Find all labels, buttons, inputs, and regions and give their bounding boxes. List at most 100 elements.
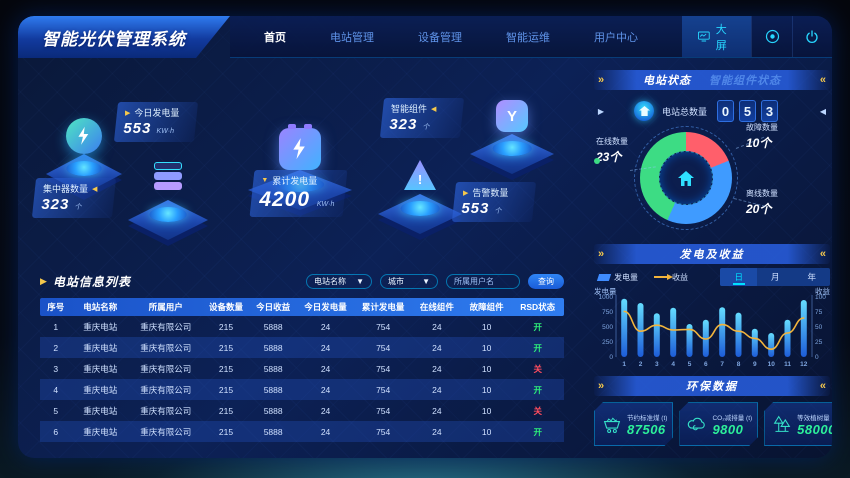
city-select-label: 城市 [388,276,404,286]
table-cell: 3 [53,363,59,374]
chevron-left-icon: « [819,247,826,260]
nav-items: 首页 电站管理 设备管理 智能运维 用户中心 [264,29,682,45]
column-header-8: 故障组件 [469,302,504,312]
table-cell: 10 [481,384,492,395]
table-row[interactable]: 1 重庆电站 重庆有限公司 215 5888 24 754 24 10 开 [40,316,564,337]
svg-text:0: 0 [815,354,819,361]
city-select[interactable]: 城市 ▼ [380,273,438,289]
nav-item-device-mgmt[interactable]: 设备管理 [418,31,462,44]
rsd-status-badge: 关 [533,405,542,416]
big-screen-button[interactable]: 大屏 [682,16,752,57]
table-cell: 重庆有限公司 [140,405,192,416]
svg-text:750: 750 [602,309,613,316]
column-header-9: RSD状态 [520,302,556,312]
eco-card-coal: 节约标准煤 (t) 87506 [594,402,673,446]
table-cell: 重庆电站 [83,342,118,353]
table-cell: 10 [481,342,492,353]
table-cell: 6 [53,426,59,437]
app-header: 智能光伏管理系统 首页 电站管理 设备管理 智能运维 用户中心 大屏 [18,16,832,58]
carousel-next-icon[interactable]: ◀ [819,106,827,116]
nav-item-smart-ops[interactable]: 智能运维 [506,31,550,44]
svg-text:2: 2 [639,361,643,368]
table-row[interactable]: 4 重庆电站 重庆有限公司 215 5888 24 754 24 10 开 [40,379,564,400]
component-y-icon: Y [496,100,528,132]
table-cell: 重庆电站 [83,426,118,437]
chevron-right-icon: » [598,73,605,86]
nav-item-station-mgmt[interactable]: 电站管理 [330,31,374,44]
svg-text:6: 6 [704,361,708,368]
svg-text:12: 12 [800,361,808,368]
rsd-status-badge: 开 [533,321,542,332]
legend-generation-label: 发电量 [614,272,638,282]
table-cell: 215 [218,384,234,395]
digit-box: 3 [761,100,779,122]
energy-panel: » 发电及收益 « 发电量 收益 日月年 发电量 收益 0 25 [594,244,830,368]
range-button-2[interactable]: 年 [807,272,816,282]
stat-name: 智能组件 ◀ [390,104,437,114]
search-button[interactable]: 查询 [528,273,564,289]
table-cell: 215 [218,405,234,416]
tab-component-status[interactable]: 智能组件状态 [709,75,781,87]
station-tabs: 电站状态 智能组件状态 [643,72,781,88]
table-cell: 24 [320,384,331,395]
legend-generation[interactable]: 发电量 [596,272,638,283]
column-header-7: 在线组件 [419,302,454,312]
arrow-icon: ▶ [124,109,131,117]
stat-value: 323 个 [41,196,82,213]
table-cell: 24 [432,405,442,416]
table-row[interactable]: 5 重庆电站 重庆有限公司 215 5888 24 754 24 10 关 [40,400,564,421]
nav-item-user-center[interactable]: 用户中心 [594,31,638,44]
table-cell: 24 [432,363,442,374]
table-row[interactable]: 3 重庆电站 重庆有限公司 215 5888 24 754 24 10 关 [40,358,564,379]
svg-text:7: 7 [720,361,724,368]
tab-station-status[interactable]: 电站状态 [643,75,691,87]
table-row[interactable]: 6 重庆电站 重庆有限公司 215 5888 24 754 24 10 开 [40,421,564,442]
station-donut-chart [634,126,738,230]
alert-triangle-icon: ! [404,160,436,190]
table-cell: 754 [376,426,391,437]
station-select-label: 电站名称 [314,276,346,286]
table-cell: 重庆电站 [83,363,118,374]
stat-value: 553 个 [461,200,502,217]
table-row[interactable]: 2 重庆电站 重庆有限公司 215 5888 24 754 24 10 开 [40,337,564,358]
svg-text:250: 250 [602,339,613,346]
nav-item-home[interactable]: 首页 [264,31,286,44]
stat-value: 4200 KW·h [259,188,335,211]
isometric-scene: Y! ▶ 今日发电量 553 KW·h ▼ 累计发电量 4200 KW·h 智能组件 ◀ 323 … [18,58,583,276]
eco-panel-header: » 环保数据 « [594,376,830,396]
svg-text:10: 10 [768,361,776,368]
legend-profit-label: 收益 [672,272,688,282]
bolt-gear-icon [66,118,102,154]
owner-name-input[interactable] [446,273,520,289]
stat-name: ▶ 今日发电量 [124,108,180,118]
range-button-0[interactable]: 日 [720,268,757,286]
legend-profit[interactable]: 收益 [654,272,688,283]
carousel-prev-icon[interactable]: ▶ [597,106,605,116]
table-filters: 电站名称 ▼ 城市 ▼ 查询 [306,273,564,289]
power-button[interactable] [791,16,832,57]
svg-text:8: 8 [737,361,741,368]
table-cell: 1 [53,321,59,332]
energy-panel-title: 发电及收益 [679,249,745,261]
arrow-icon: ▼ [261,177,269,184]
stat-smart: 智能组件 ◀ 323 个 [379,98,465,138]
table-cell: 5 [53,405,59,416]
trees-icon [772,415,792,433]
eco-panel-title: 环保数据 [686,381,738,393]
station-panel-header: » 电站状态 智能组件状态 « [594,70,830,90]
co2-cloud-icon [687,415,707,433]
station-name-select[interactable]: 电站名称 ▼ [306,273,372,289]
eco-cards: 节约标准煤 (t) 87506 CO₂减排量 (t) 9800 等效植树量 58000 [594,402,830,446]
column-header-0: 序号 [47,302,65,312]
table-cell: 754 [376,342,391,353]
settings-button[interactable] [751,16,791,57]
battery-bolt-icon [279,124,321,170]
table-cell: 10 [481,426,492,437]
range-button-1[interactable]: 月 [770,272,780,282]
svg-text:0: 0 [609,354,613,361]
table-cell: 215 [218,321,234,332]
eco-label: 等效植树量 [797,414,830,422]
table-cell: 754 [376,384,391,395]
column-header-1: 电站名称 [83,302,118,312]
